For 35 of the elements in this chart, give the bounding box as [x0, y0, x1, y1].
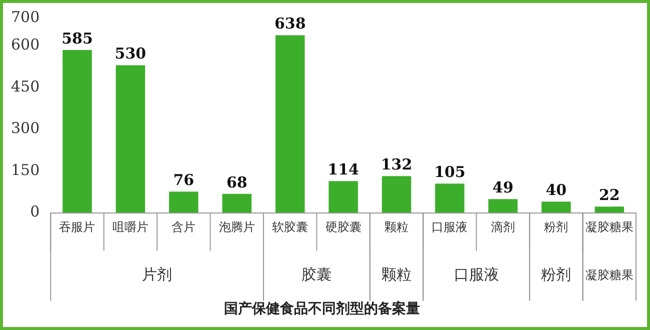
x-tick-label: 咀嚼片 [112, 220, 148, 234]
x-tick-label: 颗粒 [384, 220, 409, 234]
text: 粉剂 [541, 266, 572, 284]
x-tick-label: 吞服片 [59, 220, 96, 234]
text: 胶囊 [302, 266, 332, 284]
y-tick-label: 600 [10, 36, 40, 54]
data-label: 49 [492, 178, 514, 197]
data-label: 68 [226, 173, 248, 192]
y-tick-label: 450 [10, 77, 40, 96]
y-tick-label: 300 [10, 119, 40, 138]
data-label: 114 [328, 160, 359, 178]
text: 凝胶糖果 [585, 268, 634, 282]
data-label: 40 [546, 181, 567, 200]
x-tick-label: 软胶囊 [272, 220, 308, 234]
data-label: 530 [114, 44, 146, 63]
y-tick-label: 0 [30, 202, 40, 221]
data-label: 22 [598, 186, 620, 204]
data-label: 76 [173, 171, 194, 190]
y-tick-label: 700 [10, 8, 40, 26]
data-label: 132 [380, 155, 412, 174]
y-tick-label: 150 [10, 160, 40, 179]
x-tick-label: 滴剂 [490, 220, 515, 234]
x-tick-label: 口服液 [432, 220, 468, 234]
x-tick-label: 含片 [172, 220, 196, 234]
text: 片剂 [142, 266, 172, 284]
x-tick-label: 泡腾片 [218, 220, 255, 234]
data-label: 638 [274, 14, 306, 33]
data-label: 105 [434, 162, 466, 181]
x-tick-label: 粉剂 [544, 220, 568, 234]
data-label: 585 [62, 29, 93, 48]
text: 颗粒 [382, 266, 412, 284]
x-tick-label: 硬胶囊 [325, 220, 362, 234]
text: 国产保健食品不同剂型的备案量 [224, 300, 420, 318]
text: 口服液 [454, 266, 499, 284]
x-tick-label: 凝胶糖果 [585, 220, 634, 234]
